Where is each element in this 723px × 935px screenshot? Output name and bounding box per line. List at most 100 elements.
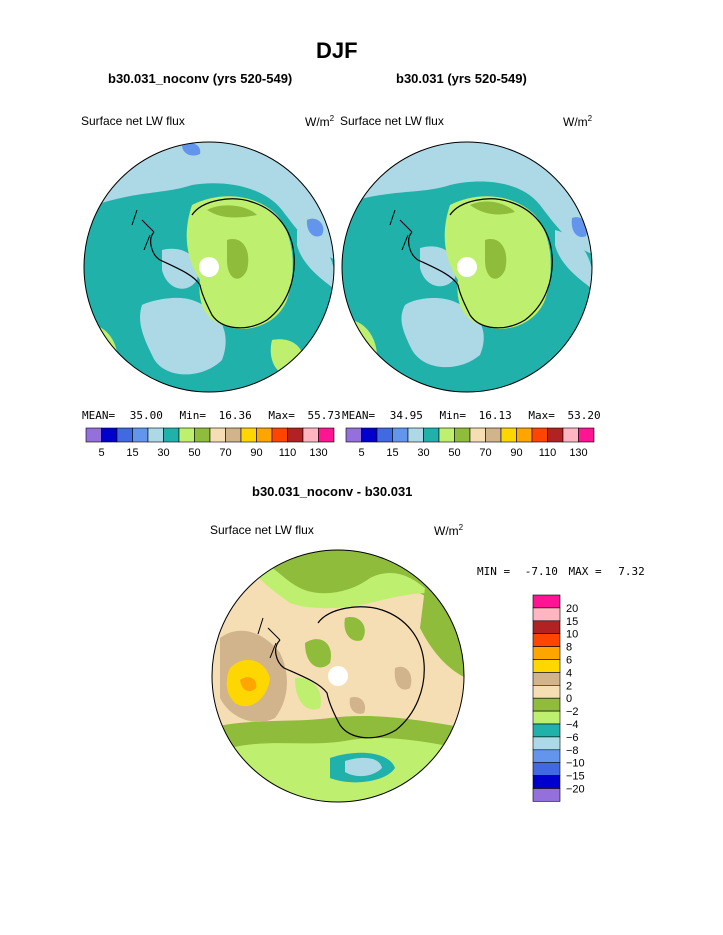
colorbar-swatch xyxy=(547,427,564,443)
colorbar-swatch xyxy=(532,736,561,751)
peninsula-coast xyxy=(257,617,281,659)
orange-west-patch xyxy=(240,677,257,692)
pole-marker xyxy=(457,257,477,277)
panel1-title: b30.031_noconv (yrs 520-549) xyxy=(108,71,293,86)
panel2-colorbar: 5 15 30 50 70 90 110 130 xyxy=(345,427,595,459)
colorbar-swatch xyxy=(454,427,471,443)
light-blue-band-north xyxy=(84,142,334,260)
panel1-stats: MEAN= 35.00 Min= 16.36 Max= 55.73 xyxy=(82,409,341,422)
colorbar-tick-label: 5 xyxy=(98,447,104,459)
max-label: Max= xyxy=(268,409,295,422)
colorbar-tick-label: 4 xyxy=(566,667,572,679)
colorbar-tick-label: 2 xyxy=(566,680,572,692)
olive-east-band xyxy=(420,588,464,678)
olive-center-patch xyxy=(344,617,365,641)
colorbar-swatch xyxy=(532,788,561,802)
olive-ridge xyxy=(470,201,515,215)
panel1-variable-label: Surface net LW flux xyxy=(81,114,185,128)
colorbar-tick-label: 6 xyxy=(566,655,572,667)
colorbar-swatch xyxy=(225,427,242,443)
colorbar-swatch xyxy=(147,427,164,443)
page-title: DJF xyxy=(316,38,358,63)
mean-value: 35.00 xyxy=(129,409,163,422)
peninsula-coast xyxy=(389,209,413,251)
colorbar-tick-label: 15 xyxy=(126,447,138,459)
olive-east-antarctica xyxy=(485,239,507,279)
colorbar-tick-label: 130 xyxy=(309,447,327,459)
max-value: 53.20 xyxy=(567,409,601,422)
colorbar-tick-label: 8 xyxy=(566,642,572,654)
colorbar-swatch xyxy=(163,427,180,443)
colorbar-tick-label: −8 xyxy=(566,745,579,757)
pole-marker xyxy=(328,666,348,686)
light-blue-pacific xyxy=(140,297,226,375)
light-blue-weddell xyxy=(162,248,198,289)
panel2-units-label: W/m2 xyxy=(563,114,593,129)
colorbar-swatch xyxy=(532,594,561,609)
colorbar-swatch xyxy=(287,427,304,443)
pole-marker xyxy=(199,257,219,277)
colorbar-swatch xyxy=(178,427,195,443)
colorbar-tick-label: 15 xyxy=(386,447,398,459)
colorbar-swatch xyxy=(532,762,561,776)
colorbar-tick-label: 30 xyxy=(417,447,429,459)
colorbar-swatch xyxy=(423,427,440,443)
blue-patch-ne xyxy=(306,218,324,237)
coastline xyxy=(150,198,295,329)
diff-variable-label: Surface net LW flux xyxy=(210,523,314,537)
colorbar-swatch xyxy=(532,710,561,725)
colorbar-swatch xyxy=(438,427,455,443)
colorbar-swatch xyxy=(318,427,335,443)
colorbar-swatch xyxy=(101,427,118,443)
min-label: Min= xyxy=(179,409,207,422)
colorbar-tick-label: 50 xyxy=(188,447,200,459)
max-label: MAX = xyxy=(568,565,602,578)
tan-east-patch xyxy=(394,666,412,690)
light-blue-south-patch xyxy=(345,757,382,777)
diff-units-label: W/m2 xyxy=(434,523,464,538)
panel2-title: b30.031 (yrs 520-549) xyxy=(396,71,527,86)
colorbar-swatch xyxy=(532,749,561,764)
light-blue-east xyxy=(555,230,592,290)
colorbar-tick-label: 0 xyxy=(566,693,572,705)
colorbar-swatch xyxy=(578,427,595,443)
max-label: Max= xyxy=(528,409,555,422)
colorbar-tick-label: 110 xyxy=(279,447,297,459)
colorbar-tick-label: 30 xyxy=(157,447,169,459)
coastline xyxy=(408,198,553,329)
map-border xyxy=(211,549,465,803)
colorbar-tick-label: 70 xyxy=(479,447,491,459)
colorbar-swatch xyxy=(532,607,561,622)
blue-patch-n xyxy=(182,143,201,156)
colorbar-swatch xyxy=(116,427,133,443)
colorbar-swatch xyxy=(516,427,533,443)
min-value: -7.10 xyxy=(524,565,558,578)
panel2-stats: MEAN= 34.95 Min= 16.13 Max= 53.20 xyxy=(342,409,601,422)
diff-stats: MIN = -7.10 MAX = 7.32 xyxy=(477,565,645,578)
min-value: 16.13 xyxy=(478,409,512,422)
panel1-colorbar: 5 15 30 50 70 90 110 130 xyxy=(85,427,335,459)
light-blue-band-north xyxy=(342,142,592,255)
colorbar-swatch xyxy=(302,427,319,443)
mean-label: MEAN= xyxy=(342,409,376,422)
colorbar-tick-label: 70 xyxy=(219,447,231,459)
lime-north-band xyxy=(250,562,430,609)
colorbar-swatch xyxy=(532,723,561,738)
colorbar-swatch xyxy=(209,427,226,443)
colorbar-swatch xyxy=(85,427,102,443)
colorbar-swatch xyxy=(361,427,378,443)
colorbar-swatch xyxy=(132,427,149,443)
colorbar-swatch xyxy=(194,427,211,443)
olive-antarctica-patch xyxy=(305,639,331,668)
light-blue-east xyxy=(297,230,334,290)
colorbar-tick-label: 130 xyxy=(569,447,587,459)
colorbar-swatch xyxy=(407,427,424,443)
colorbar-tick-label: 50 xyxy=(448,447,460,459)
colorbar-tick-label: −2 xyxy=(566,706,579,718)
colorbar-tick-label: 90 xyxy=(510,447,522,459)
colorbar-tick-label: 5 xyxy=(358,447,364,459)
colorbar-swatch xyxy=(532,672,561,686)
colorbar-swatch xyxy=(532,633,561,647)
colorbar-tick-label: −20 xyxy=(566,784,585,796)
mean-label: MEAN= xyxy=(82,409,116,422)
